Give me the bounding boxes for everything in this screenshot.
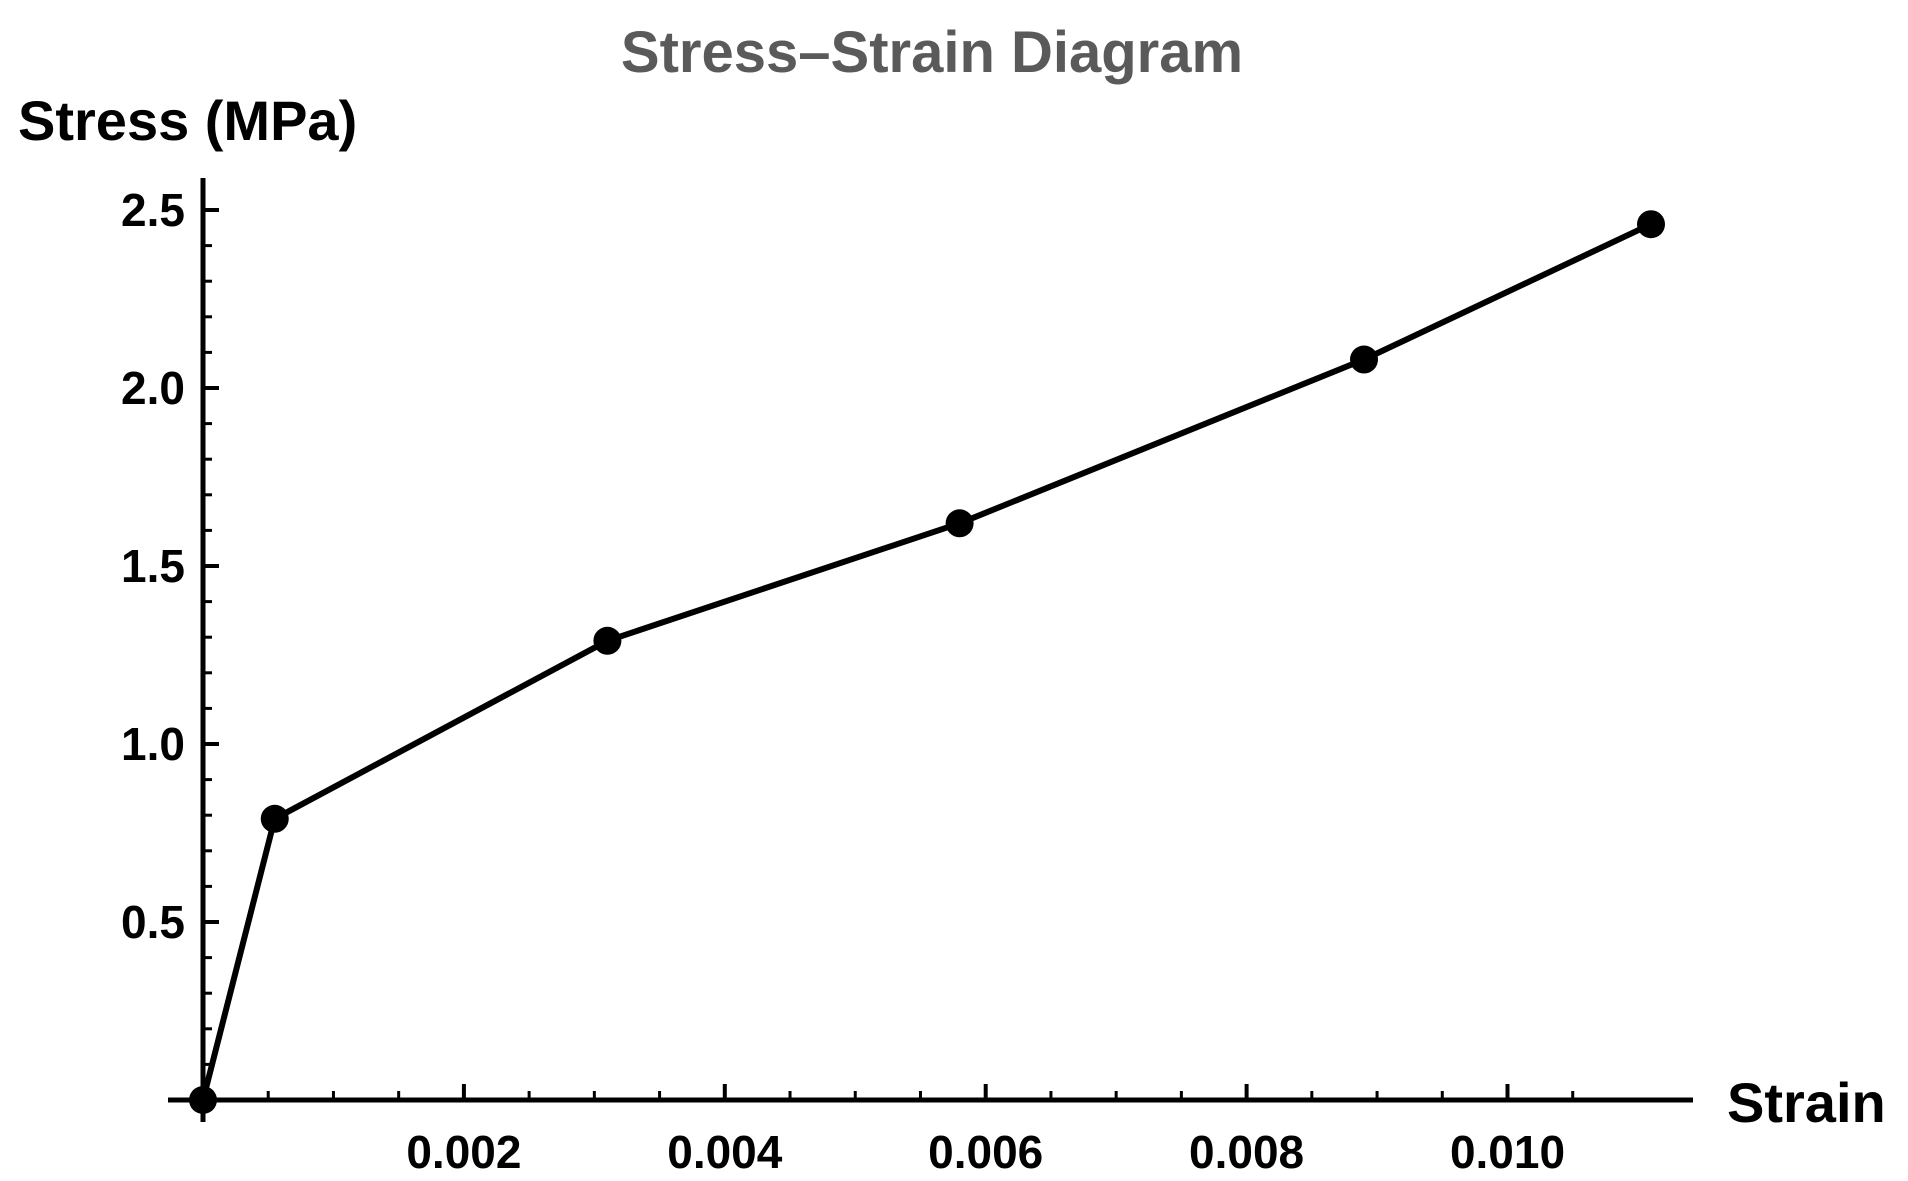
data-point	[1350, 345, 1379, 374]
data-point	[260, 804, 289, 833]
x-tick-label: 0.006	[928, 1126, 1043, 1178]
x-axis-label: Strain	[1727, 1071, 1886, 1134]
y-tick-label: 2.0	[121, 362, 185, 414]
x-tick-label: 0.002	[406, 1126, 521, 1178]
y-tick-label: 0.5	[121, 896, 185, 948]
y-axis-label: Stress (MPa)	[18, 89, 357, 152]
y-tick-label: 1.0	[121, 718, 185, 770]
data-point	[189, 1086, 217, 1114]
series-line	[200, 221, 1653, 1101]
x-tick-label: 0.008	[1189, 1126, 1304, 1178]
tick-labels: 0.002 0.004 0.006 0.008 0.010 0.5 1.0 1.5 2.0 2.5	[121, 184, 1565, 1178]
data-point	[593, 626, 622, 655]
x-tick-label: 0.010	[1450, 1126, 1565, 1178]
x-tick-label: 0.004	[667, 1126, 783, 1178]
chart-title: Stress–Strain Diagram	[621, 20, 1243, 85]
y-tick-label: 2.5	[121, 184, 185, 236]
minor-ticks	[203, 244, 1575, 1100]
data-point	[1637, 210, 1665, 239]
major-ticks	[203, 208, 1510, 1100]
series-group	[189, 210, 1665, 1114]
data-point	[945, 509, 974, 538]
y-tick-label: 1.5	[121, 540, 185, 592]
